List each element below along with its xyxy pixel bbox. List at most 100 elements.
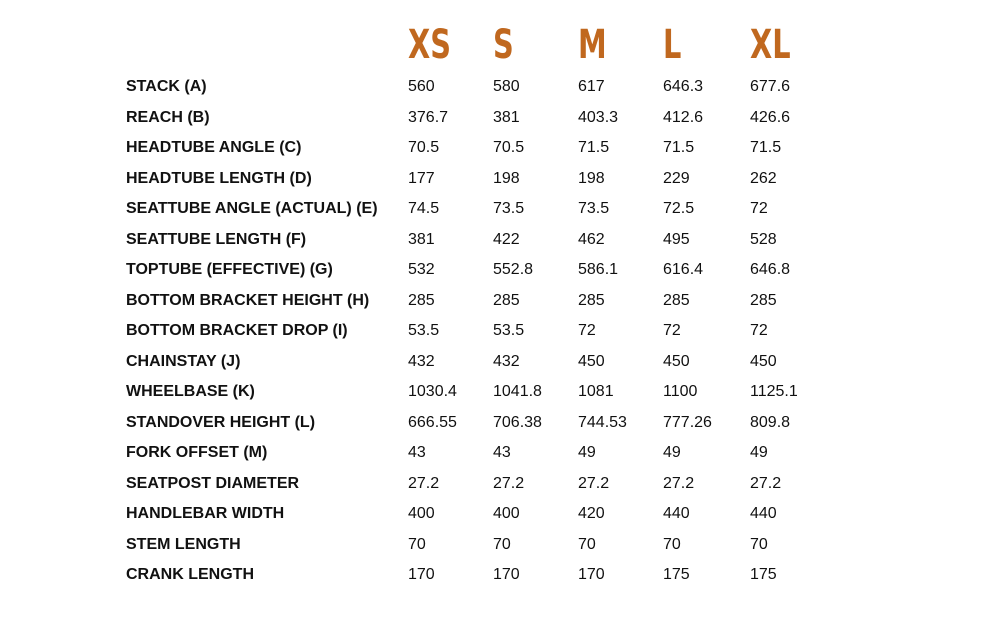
row-label: STACK (A) — [126, 78, 207, 95]
cell-value: 532 — [408, 261, 435, 278]
cell-value: 285 — [493, 291, 520, 309]
row-label: FORK OFFSET (M) — [126, 444, 268, 461]
cell-value: 580 — [493, 78, 520, 95]
row-label: CRANK LENGTH — [126, 566, 254, 583]
cell-value: 73.5 — [578, 200, 610, 217]
cell-value: 74.5 — [408, 200, 440, 217]
row-label: BOTTOM BRACKET HEIGHT (H) — [126, 291, 370, 309]
cell-value: 403.3 — [578, 108, 619, 126]
cell-value: 229 — [663, 169, 690, 187]
cell-value: 72 — [663, 322, 681, 339]
cell-value: 1100 — [663, 383, 698, 400]
row-label: HANDLEBAR WIDTH — [126, 505, 285, 522]
cell-value: 426.6 — [750, 108, 791, 126]
cell-value: 175 — [663, 566, 690, 583]
row-label: SEATTUBE LENGTH (F) — [126, 230, 307, 248]
cell-value: 646.3 — [663, 78, 704, 95]
cell-value: 71.5 — [663, 139, 695, 156]
cell-value: 27.2 — [493, 474, 525, 492]
cell-value: 177 — [408, 169, 435, 187]
cell-value: 71.5 — [750, 139, 782, 156]
cell-value: 552.8 — [493, 261, 534, 278]
cell-value: 70.5 — [408, 139, 440, 156]
cell-value: 586.1 — [578, 261, 619, 278]
cell-value: 53.5 — [493, 322, 525, 339]
cell-value: 376.7 — [408, 108, 449, 126]
cell-value: 381 — [493, 108, 520, 126]
cell-value: 495 — [663, 230, 690, 248]
cell-value: 646.8 — [750, 261, 791, 278]
cell-value: 72.5 — [663, 200, 695, 217]
cell-value: 422 — [493, 230, 520, 248]
cell-value: 71.5 — [578, 139, 610, 156]
cell-value: 777.26 — [663, 413, 712, 431]
cell-value: 432 — [408, 352, 435, 370]
row-label: BOTTOM BRACKET DROP (I) — [126, 322, 348, 339]
cell-value: 440 — [663, 505, 690, 522]
cell-value: 49 — [750, 444, 768, 461]
cell-value: 73.5 — [493, 200, 525, 217]
cell-value: 170 — [408, 566, 435, 583]
cell-value: 285 — [408, 291, 435, 309]
cell-value: 27.2 — [578, 474, 610, 492]
cell-value: 616.4 — [663, 261, 704, 278]
cell-value: 27.2 — [663, 474, 695, 492]
cell-value: 666.55 — [408, 413, 457, 431]
cell-value: 198 — [578, 169, 605, 187]
cell-value: 450 — [578, 352, 605, 370]
cell-value: 1081 — [578, 383, 614, 400]
cell-value: 70 — [493, 535, 511, 553]
row-label: HEADTUBE LENGTH (D) — [126, 169, 312, 187]
cell-value: 744.53 — [578, 413, 627, 431]
size-header: XL — [750, 22, 791, 68]
cell-value: 285 — [663, 291, 690, 309]
row-label: CHAINSTAY (J) — [126, 352, 241, 370]
cell-value: 706.38 — [493, 413, 542, 431]
cell-value: 49 — [578, 444, 596, 461]
cell-value: 170 — [578, 566, 605, 583]
cell-value: 43 — [408, 444, 426, 461]
cell-value: 72 — [750, 322, 768, 339]
cell-value: 560 — [408, 78, 435, 95]
cell-value: 43 — [493, 444, 511, 461]
cell-value: 70 — [750, 535, 768, 553]
cell-value: 809.8 — [750, 413, 791, 431]
row-label: TOPTUBE (EFFECTIVE) (G) — [126, 261, 333, 278]
cell-value: 27.2 — [750, 474, 782, 492]
cell-value: 420 — [578, 505, 605, 522]
cell-value: 400 — [493, 505, 520, 522]
cell-value: 70 — [408, 535, 426, 553]
row-label: HEADTUBE ANGLE (C) — [126, 139, 302, 156]
cell-value: 262 — [750, 169, 777, 187]
row-label: STANDOVER HEIGHT (L) — [126, 413, 316, 431]
cell-value: 450 — [663, 352, 690, 370]
cell-value: 528 — [750, 230, 777, 248]
cell-value: 49 — [663, 444, 681, 461]
row-label: REACH (B) — [126, 108, 210, 126]
cell-value: 432 — [493, 352, 520, 370]
cell-value: 1030.4 — [408, 383, 457, 400]
cell-value: 1041.8 — [493, 383, 542, 400]
cell-value: 175 — [750, 566, 777, 583]
cell-value: 462 — [578, 230, 605, 248]
cell-value: 170 — [493, 566, 520, 583]
size-header: M — [578, 22, 607, 68]
cell-value: 70 — [663, 535, 681, 553]
cell-value: 70 — [578, 535, 596, 553]
cell-value: 72 — [578, 322, 596, 339]
row-label: SEATTUBE ANGLE (ACTUAL) (E) — [126, 200, 378, 217]
row-label: SEATPOST DIAMETER — [126, 474, 300, 492]
cell-value: 72 — [750, 200, 768, 217]
size-header: S — [493, 22, 514, 68]
cell-value: 381 — [408, 230, 435, 248]
row-label: STEM LENGTH — [126, 535, 241, 553]
cell-value: 70.5 — [493, 139, 525, 156]
row-label: WHEELBASE (K) — [126, 383, 255, 400]
cell-value: 198 — [493, 169, 520, 187]
cell-value: 285 — [750, 291, 777, 309]
size-header: XS — [408, 22, 451, 68]
cell-value: 285 — [578, 291, 605, 309]
cell-value: 53.5 — [408, 322, 440, 339]
cell-value: 27.2 — [408, 474, 440, 492]
